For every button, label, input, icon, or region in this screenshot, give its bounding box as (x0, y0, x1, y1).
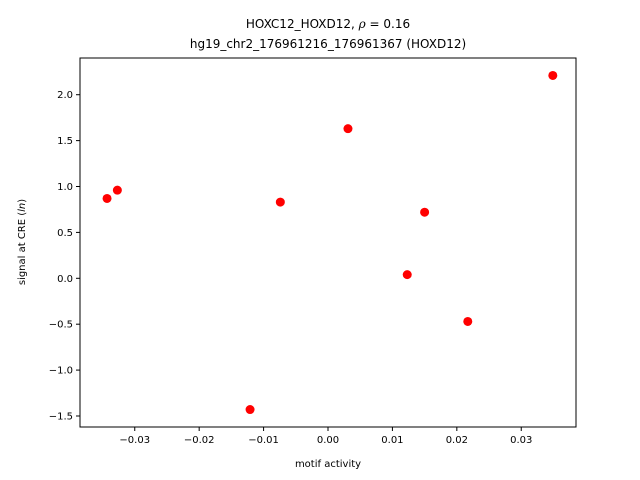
y-tick-label: −1.5 (49, 411, 73, 422)
data-point-7 (420, 207, 430, 217)
y-tick-label: 1.0 (57, 182, 73, 193)
y-tick-label: −1.0 (49, 366, 73, 377)
data-point-1 (102, 193, 112, 203)
x-tick-label: 0.03 (510, 435, 532, 446)
plot-area (102, 70, 558, 415)
x-tick-label: 0.02 (446, 435, 468, 446)
x-tick-label: 0.01 (381, 435, 403, 446)
y-tick-label: 0.5 (57, 228, 73, 239)
x-tick-label: −0.03 (119, 435, 150, 446)
y-tick-label: −0.5 (49, 320, 73, 331)
data-point-8 (463, 316, 473, 326)
data-point-9 (548, 70, 558, 80)
x-axis: −0.03 −0.02 −0.01 0.00 0.01 0.02 0.03 (119, 427, 532, 446)
chart-title-line1: HOXC12_HOXD12, ρ = 0.16 (246, 17, 410, 31)
x-tick-label: −0.01 (248, 435, 279, 446)
data-point-4 (275, 197, 285, 207)
data-point-6 (402, 270, 412, 280)
data-point-5 (343, 124, 353, 134)
y-tick-label: 2.0 (57, 90, 73, 101)
y-tick-label: 0.0 (57, 274, 73, 285)
y-axis-label: signal at CRE (ln) (17, 199, 28, 285)
x-tick-label: −0.02 (184, 435, 215, 446)
data-point-2 (112, 185, 122, 195)
x-axis-label: motif activity (295, 459, 361, 470)
y-tick-label: 1.5 (57, 136, 73, 147)
x-tick-label: 0.00 (317, 435, 339, 446)
data-point-3 (245, 405, 255, 415)
y-axis: −1.5 −1.0 −0.5 0.0 0.5 1.0 1.5 2.0 (49, 90, 80, 422)
chart-title-line2: hg19_chr2_176961216_176961367 (HOXD12) (190, 37, 466, 51)
